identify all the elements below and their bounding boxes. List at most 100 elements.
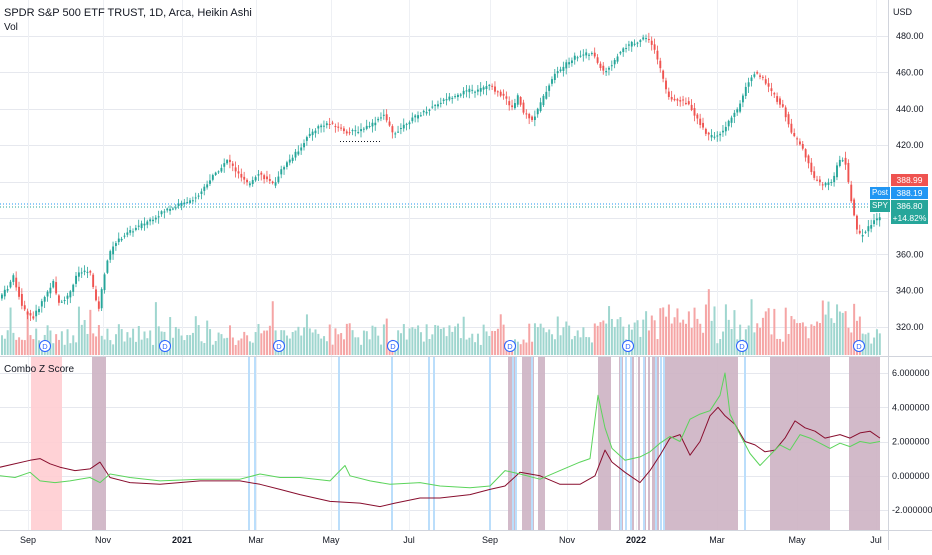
volume-bar [836, 304, 839, 355]
volume-bar [234, 344, 237, 355]
indicator-axis-labels[interactable]: 6.000000 4.000000 2.000000 0.000000 -2.00000… [892, 368, 932, 515]
volume-bar [864, 334, 867, 355]
volume-bar [431, 334, 434, 355]
price-tick-label: 480.00 [896, 31, 924, 41]
candle-body [474, 91, 476, 93]
shaded-region [31, 357, 62, 530]
candle-body [602, 65, 605, 71]
candle-body [579, 55, 582, 57]
candle-body [157, 216, 160, 218]
blue-marker-line [512, 357, 514, 530]
volume-bar [52, 343, 55, 355]
volume-bar [283, 330, 286, 355]
volume-bar [134, 341, 137, 355]
candle-body [331, 122, 334, 124]
candle-body [502, 93, 505, 96]
indicator-gridlines [0, 373, 888, 511]
chart-title[interactable]: SPDR S&P 500 ETF TRUST, 1D, Arca, Heikin… [4, 7, 252, 19]
volume-bar [793, 319, 796, 355]
blue-marker-line [254, 357, 256, 530]
volume-bar [662, 307, 665, 355]
candle-body [291, 157, 294, 162]
candle-body [773, 93, 776, 95]
candle-body [308, 133, 311, 137]
candle-body [670, 96, 673, 100]
volume-bar [804, 326, 807, 355]
volume-bar [157, 326, 160, 355]
candle-body [246, 179, 248, 183]
volume-bar [471, 333, 474, 355]
candle-body [468, 88, 471, 93]
volume-bar [189, 335, 192, 355]
volume-bar [553, 339, 556, 355]
volume-bar [756, 323, 759, 355]
candle-body [559, 69, 562, 72]
volume-bar [639, 336, 642, 355]
candle-body [759, 75, 761, 77]
candle-body [112, 246, 115, 255]
currency-label[interactable]: USD [893, 7, 913, 17]
volume-bar [576, 330, 579, 355]
candle-body [454, 96, 457, 98]
volume-bar [334, 328, 337, 355]
time-axis-labels[interactable]: Sep Nov 2021 Mar May Jul Sep Nov 2022 Mar May Jul [20, 535, 882, 545]
candle-body [197, 195, 200, 197]
volume-bar [796, 323, 799, 355]
volume-bar [702, 332, 705, 355]
candle-body [650, 40, 653, 45]
candle-body [80, 272, 83, 274]
indicator-tick-label: 2.000000 [892, 437, 930, 447]
candle-body [613, 60, 616, 65]
candle-body [6, 289, 9, 291]
volume-bar [610, 318, 613, 355]
volume-bar [400, 333, 402, 355]
indicator-label[interactable]: Combo Z Score [4, 364, 75, 375]
volume-bar [710, 320, 713, 355]
candle-body [100, 289, 103, 309]
time-tick-label: Mar [709, 535, 725, 545]
volume-bar [60, 331, 63, 355]
candle-body [20, 294, 23, 306]
candle-body [95, 289, 97, 301]
volume-label[interactable]: Vol [4, 22, 18, 33]
volume-bar [516, 341, 519, 355]
volume-bar [109, 340, 112, 355]
candle-body [548, 85, 551, 91]
volume-bar [801, 322, 804, 355]
candle-body [713, 136, 716, 138]
blue-marker-line [643, 357, 645, 530]
candle-body [15, 277, 18, 288]
volume-bar [536, 327, 539, 355]
candle-body [397, 131, 400, 133]
candle-body [873, 220, 875, 225]
candle-body [790, 123, 793, 133]
volume-bar [448, 325, 451, 355]
candle-body [838, 159, 841, 166]
volume-bar [850, 332, 853, 355]
volume-bar [750, 299, 753, 355]
volume-bar [696, 318, 699, 355]
volume-bar [382, 324, 385, 355]
candle-body [360, 129, 362, 132]
candle-body [394, 133, 397, 135]
volume-bar [1, 335, 3, 355]
candle-body [209, 180, 211, 184]
candle-body [23, 305, 26, 310]
volume-bar [183, 340, 186, 355]
volume-bar [816, 321, 819, 355]
candle-body [576, 57, 579, 59]
volume-bar [197, 325, 200, 355]
candle-body [86, 271, 89, 273]
candle-body [858, 230, 861, 234]
candle-body [764, 79, 767, 84]
time-tick-label: Jul [403, 535, 415, 545]
volume-bar [439, 328, 442, 355]
volume-bar [266, 330, 269, 355]
candle-body [864, 231, 867, 233]
candle-body [405, 123, 408, 125]
volume-bar [656, 339, 659, 355]
change-percent-tag: +14.82% [891, 212, 928, 224]
